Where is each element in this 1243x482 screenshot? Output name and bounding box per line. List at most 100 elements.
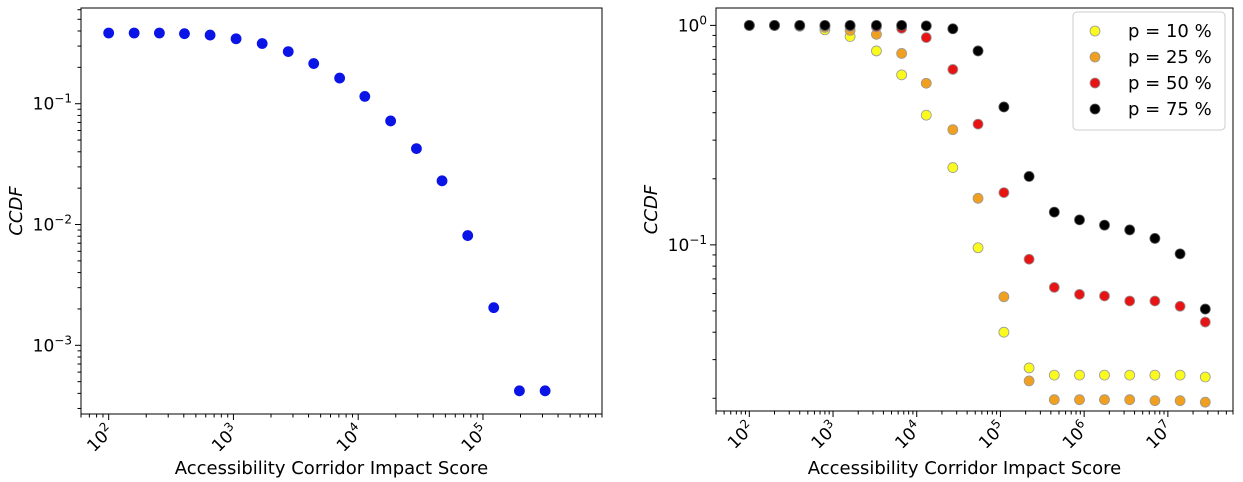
chart-right: 102 103 104 105 106 107 100 10−1 Accessibility C… [641,7,1234,479]
right-y-axis-label: CCDF [641,184,662,234]
right-series-1-point [1048,394,1060,406]
left-series-0-point [488,302,500,314]
right-series-3-point [1174,248,1186,260]
right-series-3-point [844,19,856,31]
right-series-3-point [769,19,780,31]
right-series-3-point [998,101,1010,113]
left-series-0-point [153,27,165,39]
right-series-2-point [947,64,959,75]
right-series-1-point [1124,394,1136,406]
left-series-0-point [436,175,448,187]
left-x-tick-label: 105 [456,419,493,456]
left-y-axis-label: CCDF [6,186,27,236]
right-series-1-point [972,192,984,204]
legend-label: p = 75 % [1128,99,1212,120]
right-y-tick-label: 100 [678,13,707,36]
left-y-tick-label: 10−3 [33,333,72,356]
right-series-0-point [1124,369,1136,381]
left-series-0-point [359,90,371,102]
right-series-3-point [920,20,932,32]
legend-marker [1089,25,1101,37]
right-series-0-point [972,242,984,254]
left-series-0-point [385,115,397,127]
left-series-0-point [230,33,242,45]
right-series-2-point [998,187,1010,199]
right-series-3-point [947,23,959,35]
right-series-3-point [896,19,908,31]
right-series-1-point [1023,375,1035,387]
legend-label: p = 25 % [1128,47,1212,68]
right-x-tick-label: 103 [806,416,843,453]
right-series-2-point [1074,288,1085,300]
right-series-0-point [1174,369,1186,381]
right-series-2-point [1124,295,1136,307]
right-series-3-point [1149,233,1161,244]
right-series-1-point [896,48,908,59]
left-series-0-point [128,27,140,39]
right-series-3-point [819,19,831,31]
right-y-tick-label: 10−1 [668,233,707,256]
left-series-0-point [282,46,294,58]
right-x-tick-label: 105 [973,416,1010,453]
legend [1072,11,1226,131]
right-series-0-point [1023,362,1035,374]
right-series-3-point [794,19,806,31]
right-x-tick-label: 107 [1140,416,1177,453]
right-series-3-point [1023,171,1035,182]
right-series-2-point [920,32,932,43]
right-series-2-point [1023,253,1035,265]
right-series-2-point [1199,316,1211,328]
right-series-3-point [1124,224,1136,236]
right-series-3-point [1074,214,1085,226]
right-series-2-point [1174,300,1186,312]
right-plot-frame [715,7,1234,412]
right-series-1-point [1199,396,1211,408]
right-series-3-point [743,19,755,31]
left-x-tick-label: 104 [331,419,368,456]
right-series-2-point [1048,282,1060,293]
right-series-0-point [1099,369,1110,381]
right-series-1-point [947,124,959,136]
legend-label: p = 10 % [1128,21,1212,42]
right-series-3-point [1099,219,1110,231]
right-series-0-point [1074,369,1085,381]
right-series-1-point [1099,394,1110,406]
right-series-0-point [920,109,932,121]
right-series-1-point [1149,395,1161,407]
left-x-axis-label: Accessibility Corridor Impact Score [175,458,489,479]
right-x-tick-label: 106 [1057,416,1094,453]
right-series-0-point [896,69,908,81]
legend-marker [1089,51,1101,63]
right-series-3-point [1199,303,1211,315]
left-series-0-point [462,230,474,241]
right-series-0-point [1199,371,1211,383]
left-series-0-point [411,143,422,155]
left-series-0-point [539,385,551,397]
left-y-tick-label: 10−1 [33,92,72,115]
right-x-tick-label: 102 [722,416,759,453]
left-x-tick-label: 102 [81,419,118,456]
right-series-2-point [1149,295,1161,307]
right-series-1-point [1074,394,1085,406]
left-series-0-point [308,58,320,69]
right-series-0-point [1149,369,1161,381]
chart-left: 102 103 104 105 10−1 10−2 10−3 Accessibility Co… [6,7,603,479]
right-series-1-point [920,77,932,89]
right-series-1-point [1174,395,1186,407]
left-y-tick-label: 10−2 [33,213,72,236]
legend-label: p = 50 % [1128,73,1212,94]
right-series-3-point [1048,206,1060,218]
right-series-0-point [998,326,1010,338]
left-series-0-point [514,385,525,397]
left-series-0-point [179,28,190,40]
legend-marker [1089,77,1101,89]
right-series-2-point [972,118,984,130]
right-series-0-point [947,162,959,173]
right-x-tick-label: 104 [889,416,926,453]
left-plot-frame [80,7,603,415]
right-series-0-point [1048,369,1060,381]
left-series-0-point [334,72,346,84]
left-x-tick-label: 103 [206,419,243,456]
right-series-1-point [998,291,1010,303]
